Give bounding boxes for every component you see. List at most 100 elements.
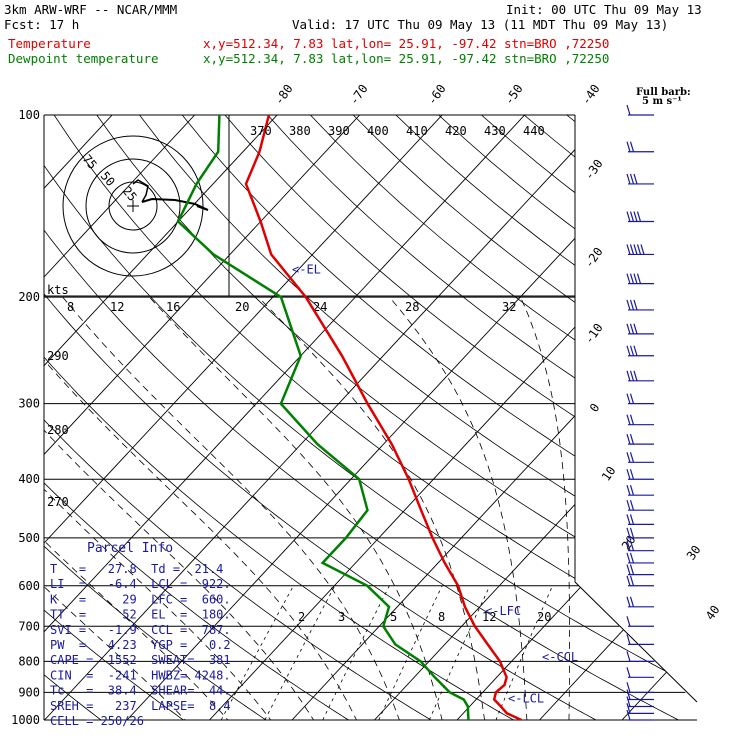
isotherm-line (705, 115, 740, 720)
theta-label: 440 (523, 124, 545, 138)
wind-barb-flag (626, 596, 631, 607)
pressure-label: 400 (18, 472, 40, 486)
dry-adiabat (44, 115, 202, 720)
wind-barb-flag (629, 514, 635, 525)
dry-adiabat (44, 115, 286, 720)
dry-adiabat (481, 115, 697, 720)
wind-barb-flag (629, 273, 635, 284)
speed-axis-label: 12 (110, 300, 124, 314)
pressure-label: 300 (18, 397, 40, 411)
theta-label: 430 (484, 124, 506, 138)
isotherm-line (621, 115, 697, 720)
wind-barb-flag (629, 485, 635, 496)
moist-adiabat (62, 296, 405, 720)
temperature-tick-label: -20 (582, 245, 606, 271)
temperature-tick-label: -40 (579, 82, 603, 108)
theta-label: 400 (367, 124, 389, 138)
dry-adiabat (523, 115, 697, 720)
isotherm-line (209, 115, 697, 720)
mixing-ratio-line (322, 585, 390, 720)
hodograph-ring (62, 135, 204, 277)
hodograph-trace (132, 179, 149, 203)
isobars (43, 114, 698, 721)
wind-barb-flag (626, 433, 631, 445)
wind-barb-flag (633, 211, 638, 222)
wind-barbs (626, 104, 654, 721)
temperature-profile (244, 115, 522, 720)
wind-barb-flag (626, 564, 631, 575)
parcel-info-row: T = 27.8 Td = 21.4 (50, 562, 223, 576)
dry-adiabat (44, 115, 697, 720)
wind-barb-flag (629, 393, 635, 404)
wind-barb-flag (626, 345, 631, 356)
isentrope-label: 280 (47, 423, 69, 437)
wind-barb-flag (626, 616, 631, 627)
dry-adiabat (44, 115, 453, 720)
temperature-tick-label: 0 (587, 401, 603, 415)
pressure-label: 800 (18, 654, 40, 668)
wind-barb-flag (629, 141, 635, 152)
wind-barb-flag (626, 500, 631, 511)
dry-adiabat (139, 115, 697, 720)
dry-adiabat (44, 115, 697, 720)
wind-barb-flag (626, 514, 631, 525)
parcel-info-row: SVI = -1.9 CCL = 787. (50, 623, 231, 637)
parcel-info-row: TT = 52 EL = 180. (50, 608, 231, 622)
wind-barb-flag (629, 299, 635, 311)
wind-barb-flag (636, 273, 642, 284)
wind-barb-flag (629, 244, 635, 255)
speed-axis-label: 32 (502, 300, 516, 314)
hodograph-ring-label: 75 (80, 152, 100, 172)
parcel-info-row: CIN = -241 HWBZ= 4248. (50, 668, 231, 682)
parcel-info-row: SREH = 237 LAPSE= 8.4 (50, 699, 231, 713)
isotherm-line (374, 115, 697, 720)
isotherm-line (456, 115, 697, 720)
parcel-info-row: CAPE = 1552 SWEAT= 381 (50, 653, 231, 667)
theta-label: 390 (328, 124, 350, 138)
dry-adiabat (44, 115, 537, 720)
valid-time: Valid: 17 UTC Thu 09 May 13 (11 MDT Thu … (292, 17, 668, 32)
moist-adiabat (44, 296, 281, 720)
wind-barb-flag (626, 552, 631, 564)
wind-barb-flag (629, 370, 635, 381)
temperature-tick-label: 20 (619, 533, 639, 553)
moist-adiabat (44, 296, 322, 720)
dry-adiabat (44, 115, 370, 720)
wind-barb-flag (629, 540, 635, 551)
dry-adiabat (566, 115, 697, 720)
wind-barb-flag (633, 244, 638, 255)
parcel-info-row: CELL = 250/26 (50, 714, 144, 728)
level-marker: <-LCL (508, 692, 544, 706)
moist-adiabat (44, 296, 363, 720)
wind-barb-flag (626, 104, 631, 116)
wind-barb-flag (626, 485, 631, 496)
pressure-label: 500 (18, 531, 40, 545)
temperature-tick-label: 40 (703, 603, 723, 623)
dewpoint-location: x,y=512.34, 7.83 lat,lon= 25.91, -97.42 … (203, 51, 609, 66)
slant-border (574, 581, 698, 703)
hodograph-ring-label: 25 (120, 184, 140, 204)
dry-adiabat (44, 115, 621, 720)
wind-barb-flag (626, 393, 631, 404)
wind-barb-flag (629, 414, 635, 425)
dry-adiabat (352, 115, 697, 720)
level-marker: <-EL (292, 262, 321, 276)
isentrope-label: 290 (47, 349, 69, 363)
wind-barb-flag (626, 299, 631, 311)
speed-axis-label: 20 (235, 300, 249, 314)
theta-label: 370 (250, 124, 272, 138)
wind-barb-flag (633, 273, 638, 284)
mixing-ratio-line (264, 585, 336, 720)
theta-label: 420 (445, 124, 467, 138)
temperature-tick-label: -60 (425, 82, 449, 108)
parcel-info-panel: Parcel Info T = 27.8 Td = 21.4LI = -6.4 … (50, 541, 231, 728)
isotherm-line (291, 115, 697, 720)
wind-barb-flag (626, 469, 631, 480)
dry-adiabat (310, 115, 697, 720)
wind-barb-flag (633, 345, 638, 356)
level-marker: <-CCL (542, 650, 578, 664)
wind-barb-flag (633, 323, 638, 335)
wind-barb-flag (629, 564, 635, 575)
